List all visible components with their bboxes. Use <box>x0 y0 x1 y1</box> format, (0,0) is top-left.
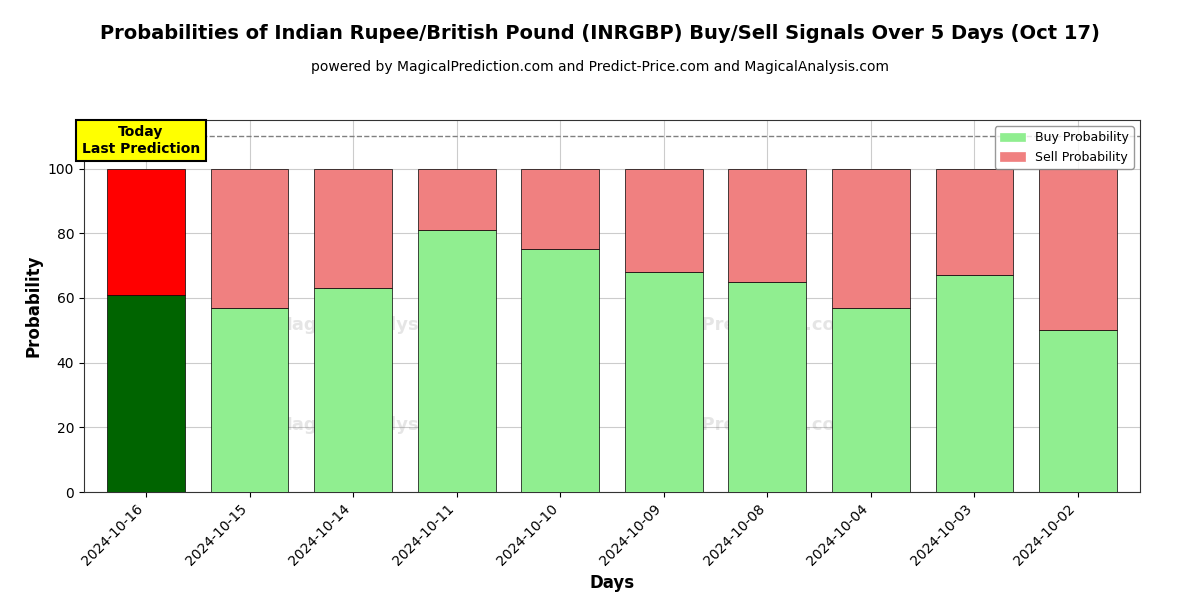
Bar <box>728 282 806 492</box>
Bar <box>211 169 288 308</box>
Text: MagicalPrediction.com: MagicalPrediction.com <box>624 316 853 334</box>
Bar <box>107 295 185 492</box>
Bar <box>314 288 392 492</box>
Bar <box>625 272 702 492</box>
Bar <box>314 169 392 288</box>
Bar <box>625 169 702 272</box>
X-axis label: Days: Days <box>589 574 635 592</box>
Bar <box>107 169 185 295</box>
Bar <box>522 169 599 250</box>
Text: Probabilities of Indian Rupee/British Pound (INRGBP) Buy/Sell Signals Over 5 Day: Probabilities of Indian Rupee/British Po… <box>100 24 1100 43</box>
Bar <box>728 169 806 282</box>
Bar <box>418 230 496 492</box>
Bar <box>418 169 496 230</box>
Bar <box>1039 330 1117 492</box>
Bar <box>832 308 910 492</box>
Text: Today
Last Prediction: Today Last Prediction <box>82 125 200 155</box>
Bar <box>211 308 288 492</box>
Y-axis label: Probability: Probability <box>24 255 42 357</box>
Bar <box>832 169 910 308</box>
Text: MagicalAnalysis.com: MagicalAnalysis.com <box>275 316 485 334</box>
Bar <box>936 275 1013 492</box>
Text: MagicalPrediction.com: MagicalPrediction.com <box>624 416 853 434</box>
Bar <box>1039 169 1117 330</box>
Legend: Buy Probability, Sell Probability: Buy Probability, Sell Probability <box>995 126 1134 169</box>
Text: MagicalAnalysis.com: MagicalAnalysis.com <box>275 416 485 434</box>
Bar <box>522 250 599 492</box>
Bar <box>936 169 1013 275</box>
Text: powered by MagicalPrediction.com and Predict-Price.com and MagicalAnalysis.com: powered by MagicalPrediction.com and Pre… <box>311 60 889 74</box>
